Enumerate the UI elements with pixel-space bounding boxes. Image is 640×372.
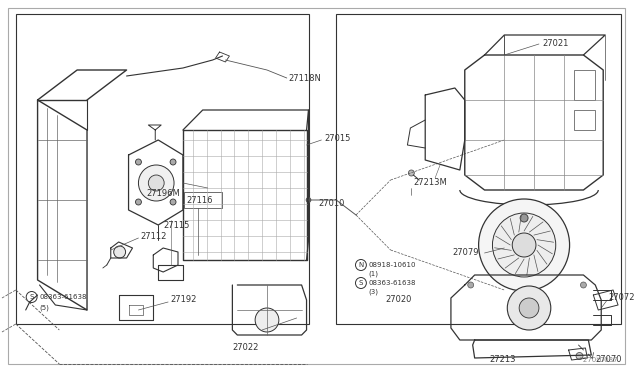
Circle shape — [255, 308, 279, 332]
Circle shape — [136, 159, 141, 165]
Bar — [16, 14, 308, 324]
Text: 27079: 27079 — [452, 247, 479, 257]
Text: 27115: 27115 — [163, 221, 189, 230]
Text: (1): (1) — [369, 271, 379, 277]
Text: 27020: 27020 — [386, 295, 412, 305]
Circle shape — [114, 246, 125, 258]
Text: (5): (5) — [40, 305, 49, 311]
Text: 08363-61638: 08363-61638 — [369, 280, 417, 286]
Bar — [573, 110, 595, 130]
Text: S: S — [29, 294, 34, 300]
Circle shape — [512, 233, 536, 257]
Circle shape — [576, 353, 583, 359]
Text: 27196M: 27196M — [147, 189, 180, 198]
Text: 08363-61638: 08363-61638 — [40, 294, 87, 300]
Text: 27072: 27072 — [608, 294, 635, 302]
Text: 27118N: 27118N — [289, 74, 322, 83]
Circle shape — [170, 199, 176, 205]
Circle shape — [492, 213, 556, 277]
Text: 27070: 27070 — [595, 356, 622, 365]
Circle shape — [138, 165, 174, 201]
Circle shape — [508, 286, 551, 330]
Text: 27015: 27015 — [324, 134, 351, 142]
Circle shape — [520, 214, 528, 222]
Text: 08918-10610: 08918-10610 — [369, 262, 417, 268]
Circle shape — [408, 170, 414, 176]
Bar — [184, 192, 221, 208]
Text: 27010: 27010 — [319, 199, 345, 208]
Bar — [336, 14, 621, 324]
Circle shape — [170, 159, 176, 165]
Circle shape — [479, 199, 570, 291]
Text: 27022: 27022 — [232, 343, 259, 353]
Text: 27213M: 27213M — [413, 177, 447, 186]
Text: N: N — [358, 262, 364, 268]
Circle shape — [136, 199, 141, 205]
Circle shape — [580, 282, 586, 288]
Text: ^270*0037: ^270*0037 — [577, 357, 618, 363]
Bar — [573, 70, 595, 100]
Circle shape — [468, 282, 474, 288]
Text: 27021: 27021 — [542, 38, 568, 48]
Text: 27116: 27116 — [186, 196, 212, 205]
Circle shape — [355, 260, 366, 270]
Text: 27192: 27192 — [170, 295, 196, 305]
Circle shape — [306, 198, 311, 202]
Circle shape — [355, 278, 366, 289]
Circle shape — [26, 292, 37, 302]
Text: 27213: 27213 — [490, 356, 516, 365]
Circle shape — [148, 175, 164, 191]
Text: S: S — [359, 280, 363, 286]
Text: (3): (3) — [369, 289, 379, 295]
Circle shape — [519, 298, 539, 318]
Text: 27112: 27112 — [140, 231, 167, 241]
